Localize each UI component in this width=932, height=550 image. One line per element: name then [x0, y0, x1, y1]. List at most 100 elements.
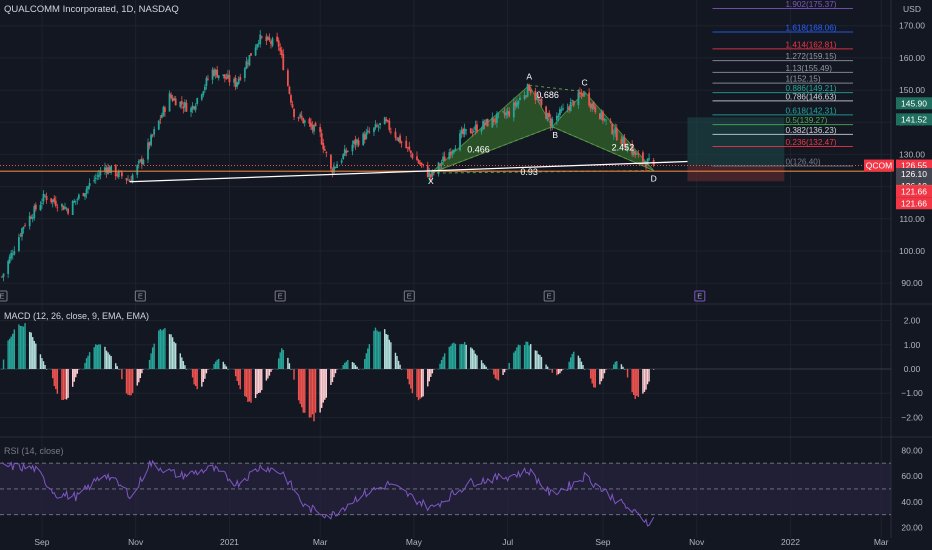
macd-bar — [374, 327, 377, 369]
candle — [353, 140, 355, 148]
macd-bar — [32, 337, 34, 369]
macd-bar — [213, 363, 215, 369]
candle — [622, 136, 624, 148]
badge-bg — [896, 167, 932, 180]
earnings-marker-label: E — [138, 292, 143, 301]
macd-bar — [218, 358, 220, 369]
fib-level-label: 0.5(139.27) — [786, 116, 828, 125]
macd-bar — [64, 369, 66, 400]
macd-bar — [420, 369, 423, 398]
candle-body — [300, 115, 303, 118]
candle-body — [193, 106, 196, 109]
candle-body — [405, 140, 408, 149]
harmonic-ratio-label: 2.452 — [612, 142, 635, 152]
macd-bar — [528, 345, 530, 369]
candle — [82, 192, 85, 197]
macd-bar — [76, 369, 79, 374]
candle — [591, 102, 594, 113]
candle-body — [385, 119, 388, 122]
fib-level-label: 1.272(159.15) — [786, 52, 837, 61]
macd-bar — [546, 366, 549, 369]
macd-bar — [388, 339, 391, 369]
macd-bar — [523, 344, 526, 369]
candle-body — [365, 132, 368, 139]
macd-axis-tick: −2.00 — [901, 412, 923, 422]
macd-bar — [297, 369, 300, 401]
macd-bar — [517, 344, 520, 369]
macd-bar — [646, 369, 649, 385]
macd-bar — [202, 369, 205, 382]
macd-bar — [344, 362, 346, 369]
candle-body — [323, 149, 326, 151]
macd-bar — [345, 361, 347, 369]
candle — [236, 81, 239, 89]
macd-bar — [550, 369, 552, 370]
fib-level-label: 1.13(155.49) — [786, 64, 833, 73]
candle-body — [491, 117, 494, 128]
macd-bar — [302, 369, 304, 413]
candle — [579, 87, 581, 98]
candle-body — [645, 163, 647, 167]
candle — [130, 175, 133, 182]
candle — [190, 106, 192, 117]
candle-body — [196, 98, 199, 104]
candle-body — [622, 136, 624, 143]
macd-bar — [314, 369, 317, 413]
candle — [440, 159, 443, 170]
macd-bar — [384, 329, 386, 369]
macd-bar — [168, 334, 171, 369]
macd-bar — [65, 369, 68, 400]
candle — [85, 186, 88, 199]
macd-bar — [324, 369, 326, 400]
candle-body — [351, 144, 354, 152]
macd-bar — [600, 369, 603, 382]
candle-body — [572, 100, 575, 106]
macd-bar — [96, 345, 98, 369]
badge-text: 145.90 — [901, 98, 927, 108]
candle-body — [591, 103, 594, 110]
macd-bar — [270, 369, 272, 372]
candle — [137, 159, 140, 169]
macd-bar — [502, 369, 504, 375]
candle — [310, 118, 312, 131]
candle — [34, 202, 37, 212]
candle-body — [308, 119, 311, 124]
macd-bar — [351, 362, 354, 369]
candle-body — [497, 112, 500, 114]
candle — [491, 112, 494, 129]
candle — [88, 178, 91, 190]
candle — [388, 118, 391, 133]
candle — [459, 129, 461, 152]
macd-bar — [362, 369, 364, 370]
macd-bar — [250, 369, 252, 403]
time-axis-tick: 2021 — [220, 537, 239, 547]
candle — [492, 118, 495, 126]
candle-body — [174, 98, 177, 106]
candle-body — [74, 200, 77, 202]
candle — [526, 83, 529, 98]
macd-bar — [367, 348, 369, 369]
macd-bar — [416, 369, 418, 398]
candle — [50, 198, 53, 204]
macd-bar — [61, 369, 63, 400]
macd-bar — [239, 369, 241, 390]
candle-body — [56, 207, 59, 209]
chart-title: QUALCOMM Incorporated, 1D, NASDAQ — [4, 4, 179, 15]
macd-bar — [443, 353, 446, 369]
candle-body — [299, 114, 302, 117]
candle — [469, 127, 472, 134]
macd-bar — [288, 363, 291, 369]
candle — [448, 148, 451, 160]
candle — [540, 96, 543, 108]
candle-body — [104, 167, 106, 172]
candle-body — [515, 102, 518, 108]
macd-bar — [170, 334, 172, 369]
candle-body — [626, 145, 629, 151]
candle-body — [603, 118, 606, 121]
candle — [73, 198, 76, 204]
macd-bar — [462, 344, 464, 369]
candle-body — [310, 122, 312, 127]
badge-bg — [896, 97, 932, 110]
macd-bar — [104, 346, 106, 369]
macd-bar — [171, 337, 174, 369]
